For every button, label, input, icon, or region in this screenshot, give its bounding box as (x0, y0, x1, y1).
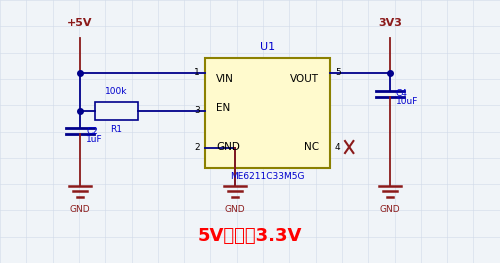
Text: 100k: 100k (105, 88, 128, 97)
Text: U1: U1 (260, 42, 275, 52)
Text: 10uF: 10uF (396, 97, 418, 106)
Text: R1: R1 (110, 125, 122, 134)
Text: ME6211C33M5G: ME6211C33M5G (230, 172, 305, 181)
Text: GND: GND (216, 142, 240, 152)
Text: 3V3: 3V3 (378, 18, 402, 28)
Bar (95, 102, 138, 119)
Bar (205, 58, 330, 168)
Text: GND: GND (380, 205, 400, 214)
Text: 2: 2 (194, 144, 200, 153)
Text: EN: EN (216, 103, 230, 113)
Text: VIN: VIN (216, 74, 234, 84)
Text: C2: C2 (86, 127, 98, 135)
Text: 4: 4 (335, 143, 340, 151)
Text: 3: 3 (194, 106, 200, 115)
Text: C4: C4 (396, 89, 408, 98)
Text: 1: 1 (194, 68, 200, 78)
Text: 1uF: 1uF (86, 134, 102, 144)
Text: VOUT: VOUT (290, 74, 319, 84)
Text: NC: NC (304, 142, 319, 152)
Text: GND: GND (70, 205, 90, 214)
Text: +5V: +5V (67, 18, 93, 28)
Text: GND: GND (224, 205, 246, 214)
Text: 5: 5 (335, 68, 340, 78)
Text: 5V稳压至3.3V: 5V稳压至3.3V (198, 226, 302, 245)
